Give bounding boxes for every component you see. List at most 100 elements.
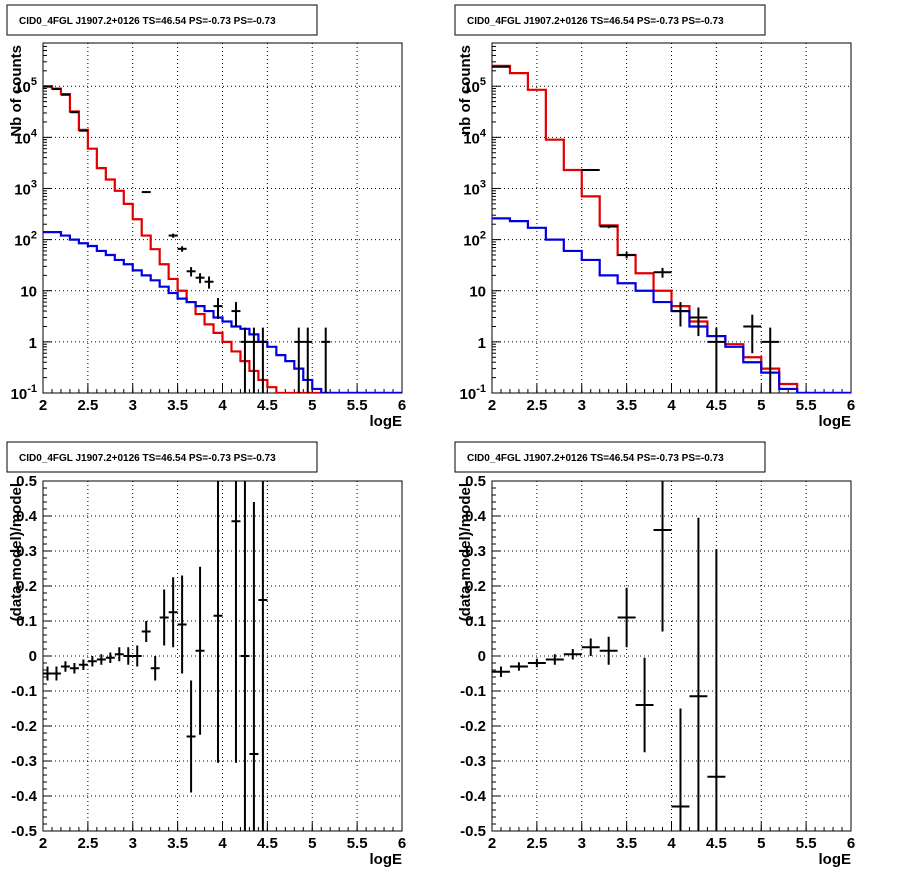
y-tick-label: 0.1	[465, 613, 486, 630]
data-point	[141, 191, 151, 194]
x-tick-label: 3	[129, 835, 137, 852]
data-point	[303, 327, 313, 393]
y-tick-label: 0.4	[465, 508, 487, 525]
data-point	[492, 666, 510, 677]
data-point	[545, 654, 564, 665]
y-tick-label: -0.1	[460, 683, 486, 700]
y-tick-label: 10-1	[11, 383, 37, 403]
x-tick-label: 3	[129, 397, 137, 414]
histogram-series-2	[492, 217, 851, 393]
y-tick-label: -0.1	[11, 683, 37, 700]
y-axis-label: (data-model)/model	[8, 483, 25, 621]
data-point	[671, 302, 690, 327]
y-tick-label: 102	[14, 230, 37, 250]
y-tick-label: 0.2	[465, 578, 486, 595]
y-tick-label: 1	[29, 335, 37, 352]
x-tick-label: 2.5	[77, 397, 98, 414]
chart-panel-4: 2 2.5 3 3.5 4 4.5 5 5.5 6 -0.5 -0.4 -0.3 -0.2 -0.1 0 0.…	[454, 441, 855, 868]
data-point	[581, 638, 600, 656]
data-point	[231, 302, 241, 327]
x-tick-label: 4.5	[706, 397, 727, 414]
data-point	[240, 327, 250, 393]
histogram-series-2	[43, 231, 402, 393]
x-tick-label: 5	[757, 397, 765, 414]
x-tick-label: 4.5	[257, 835, 278, 852]
x-tick-label: 3.5	[167, 835, 188, 852]
data-point	[204, 276, 214, 289]
data-point	[635, 657, 654, 753]
x-tick-label: 5.5	[796, 835, 817, 852]
x-tick-label: 4	[218, 835, 227, 852]
y-tick-label: 1	[478, 335, 486, 352]
x-tick-label: 5.5	[347, 397, 368, 414]
x-axis-label: logE	[819, 413, 852, 430]
chart-title-box	[454, 4, 766, 36]
x-tick-label: 3.5	[616, 835, 637, 852]
x-tick-label: 4	[218, 397, 227, 414]
data-point	[231, 481, 241, 763]
x-tick-label: 3.5	[616, 397, 637, 414]
data-point	[653, 267, 672, 278]
data-point	[689, 307, 708, 337]
chart-panel-1: 2 2.5 3 3.5 4 4.5 5 5.5 6 10-1 1 10 102 103 104 105 logE…	[6, 4, 406, 430]
chart-title: CID0_4FGL J1907.2+0126 TS=46.54 PS=-0.73…	[19, 453, 276, 464]
y-tick-label: 105	[14, 76, 37, 96]
data-point	[195, 566, 205, 735]
y-tick-label: 0.4	[16, 508, 38, 525]
data-point	[105, 652, 115, 663]
chart-title-box	[6, 441, 318, 473]
data-point	[87, 656, 97, 667]
y-tick-label: 0	[29, 648, 37, 665]
data-point	[177, 246, 187, 252]
x-tick-label: 4.5	[257, 397, 278, 414]
y-tick-label: 10-1	[460, 383, 486, 403]
data-point	[249, 327, 259, 393]
y-tick-label: -0.5	[460, 823, 486, 840]
y-tick-label: 0	[478, 648, 486, 665]
x-tick-label: 6	[847, 835, 855, 852]
chart-panel-2: 2 2.5 3 3.5 4 4.5 5 5.5 6 10-1 1 10 102 103 104 105 logE…	[454, 4, 855, 430]
histogram-series-1	[492, 64, 851, 393]
chart-title: CID0_4FGL J1907.2+0126 TS=46.54 PS=-0.73…	[467, 16, 724, 27]
plot-area	[43, 85, 402, 393]
x-tick-label: 5	[308, 835, 316, 852]
data-point	[509, 662, 528, 671]
data-point	[761, 327, 780, 393]
y-axis-label: nb of counts	[457, 45, 474, 135]
y-axis-label: (data-model)/model	[457, 483, 474, 621]
data-point	[707, 549, 726, 831]
x-axis-label: logE	[370, 851, 403, 868]
x-tick-label: 3	[578, 397, 586, 414]
x-tick-label: 2	[39, 835, 47, 852]
data-point	[168, 233, 178, 238]
x-axis-label: logE	[370, 413, 403, 430]
data-point	[150, 656, 160, 681]
data-point	[213, 298, 223, 320]
y-tick-label: -0.3	[11, 753, 37, 770]
data-point	[240, 481, 250, 831]
y-tick-label: -0.2	[460, 718, 486, 735]
data-point	[186, 680, 196, 793]
chart-title: CID0_4FGL J1907.2+0126 TS=46.54 PS=-0.73…	[19, 16, 276, 27]
data-point	[186, 267, 196, 277]
data-point	[321, 327, 331, 393]
data-point	[617, 587, 636, 648]
y-tick-label: 102	[463, 230, 486, 250]
y-tick-label: 105	[463, 76, 486, 96]
data-point	[168, 577, 178, 648]
x-tick-label: 3.5	[167, 397, 188, 414]
data-point	[527, 658, 546, 668]
data-point	[69, 663, 79, 674]
data-point	[707, 327, 726, 393]
plot-area	[492, 481, 726, 831]
data-point	[258, 327, 268, 393]
y-tick-label: 10	[20, 284, 37, 301]
data-point	[60, 661, 70, 672]
y-tick-label: 0.5	[16, 473, 37, 490]
data-point	[213, 481, 223, 763]
y-tick-label: 103	[463, 178, 486, 198]
data-point	[141, 621, 151, 642]
data-point	[43, 666, 52, 681]
data-point	[581, 168, 600, 171]
